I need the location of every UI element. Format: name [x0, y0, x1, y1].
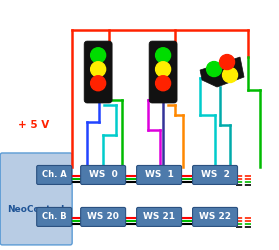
- Text: Ch. B: Ch. B: [42, 212, 66, 222]
- Text: WS  2: WS 2: [201, 170, 230, 179]
- FancyBboxPatch shape: [84, 41, 112, 103]
- FancyBboxPatch shape: [193, 166, 237, 184]
- Circle shape: [91, 76, 106, 91]
- FancyBboxPatch shape: [0, 153, 72, 245]
- FancyBboxPatch shape: [193, 208, 237, 227]
- Text: WS  1: WS 1: [145, 170, 174, 179]
- Circle shape: [220, 54, 235, 70]
- Circle shape: [91, 62, 106, 77]
- Text: Ch. A: Ch. A: [42, 170, 67, 179]
- Text: WS 22: WS 22: [199, 212, 231, 222]
- Circle shape: [156, 62, 170, 77]
- Circle shape: [156, 76, 170, 91]
- FancyBboxPatch shape: [81, 208, 126, 227]
- Text: NeoControl: NeoControl: [8, 206, 65, 214]
- FancyBboxPatch shape: [37, 166, 72, 184]
- FancyBboxPatch shape: [137, 208, 182, 227]
- Text: WS 20: WS 20: [87, 212, 119, 222]
- Text: WS  0: WS 0: [89, 170, 117, 179]
- FancyBboxPatch shape: [81, 166, 126, 184]
- Polygon shape: [200, 57, 244, 87]
- FancyBboxPatch shape: [37, 208, 72, 227]
- Circle shape: [223, 68, 237, 82]
- Circle shape: [206, 62, 222, 76]
- Circle shape: [156, 48, 170, 63]
- Circle shape: [91, 48, 106, 63]
- Text: WS 21: WS 21: [143, 212, 175, 222]
- FancyBboxPatch shape: [149, 41, 177, 103]
- Text: + 5 V: + 5 V: [18, 120, 49, 130]
- FancyBboxPatch shape: [137, 166, 182, 184]
